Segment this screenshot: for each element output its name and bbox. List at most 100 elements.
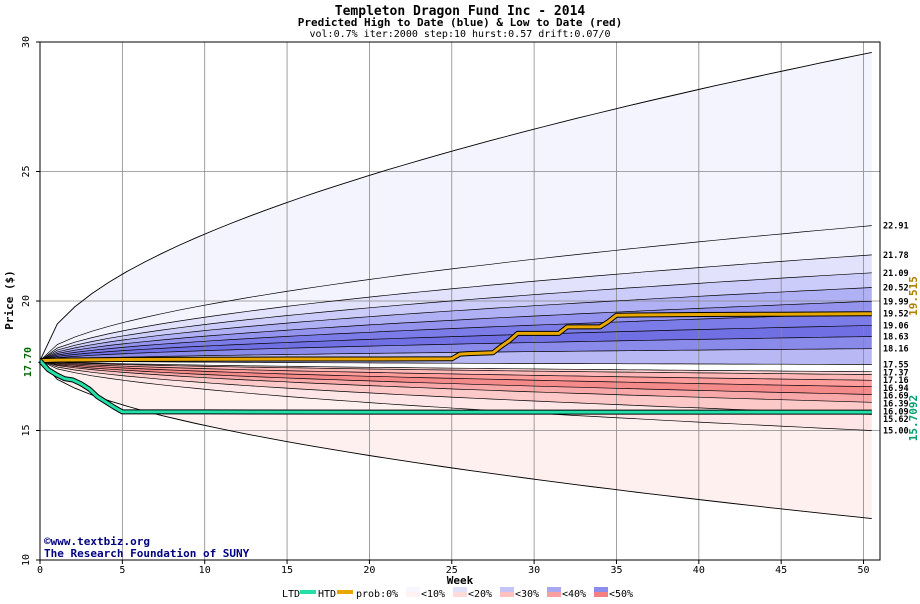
- high-band: [40, 272, 872, 361]
- legend-item-label: <10%: [421, 589, 445, 600]
- y-tick-label: 15: [21, 424, 32, 436]
- x-tick-label: 40: [693, 565, 705, 576]
- low-band: [40, 360, 872, 375]
- low-band: [40, 360, 872, 403]
- quantile-line: [39, 360, 872, 403]
- low-band: [40, 360, 872, 395]
- legend-swatch-high: [547, 587, 561, 592]
- ltd-end-label: 15.7092: [907, 395, 920, 441]
- quantile-line: [39, 313, 872, 361]
- right-quantile-label: 15.00: [883, 427, 909, 437]
- right-quantile-label: 17.37: [883, 368, 909, 378]
- right-quantile-label: 19.06: [883, 321, 909, 331]
- quantile-line: [39, 324, 872, 361]
- quantile-line: [39, 225, 872, 361]
- quantile-line: [39, 254, 872, 361]
- x-tick-label: 50: [858, 565, 870, 576]
- watermark-line1: ©www.textbiz.org: [44, 535, 150, 548]
- start-price-label: 17.70: [23, 347, 34, 377]
- y-tick-label: 30: [21, 36, 32, 48]
- quantile-line: [39, 300, 872, 361]
- x-tick-label: 35: [610, 565, 622, 576]
- quantile-line: [39, 360, 872, 375]
- chart-title: Templeton Dragon Fund Inc - 2014: [335, 4, 586, 19]
- right-quantile-label: 16.69: [883, 392, 909, 402]
- quantile-line: [39, 336, 872, 361]
- right-quantile-label: 17.16: [883, 376, 909, 386]
- quantile-line: [39, 287, 872, 361]
- right-quantile-label: 16.94: [883, 384, 909, 394]
- quantile-line: [39, 360, 872, 431]
- x-tick-label: 0: [37, 565, 43, 576]
- right-quantile-label: 19.99: [883, 297, 909, 307]
- high-envelope-band: [40, 52, 872, 361]
- center-band: [40, 360, 872, 372]
- legend-swatch-high: [453, 587, 467, 592]
- chart-subtitle: Predicted High to Date (blue) & Low to D…: [298, 16, 623, 29]
- quantile-line: [39, 348, 872, 361]
- legend-ltd-label: LTD: [282, 589, 300, 600]
- legend-swatch-high: [594, 587, 608, 592]
- high-band: [40, 254, 872, 361]
- right-quantile-label: 20.52: [883, 284, 909, 294]
- series-line-htd: [39, 312, 872, 363]
- y-tick-label: 10: [21, 554, 32, 566]
- right-quantile-label: 15.62: [883, 415, 909, 425]
- envelope-bottom-line: [39, 360, 872, 520]
- high-band: [40, 313, 872, 361]
- y-tick-label: 25: [21, 165, 32, 177]
- right-quantile-label: 18.16: [883, 345, 909, 355]
- quantile-line: [39, 360, 872, 415]
- watermark-line2: The Research Foundation of SUNY: [44, 547, 250, 560]
- quantile-line: [39, 360, 872, 381]
- legend-swatch-low: [406, 592, 420, 597]
- legend-htd-label: HTD: [318, 589, 336, 600]
- legend-swatch-low: [594, 592, 608, 597]
- quantile-line: [39, 272, 872, 361]
- low-band: [40, 360, 872, 387]
- legend-swatch-low: [547, 592, 561, 597]
- legend-swatch-high: [500, 587, 514, 592]
- legend-item-label: <50%: [609, 589, 633, 600]
- legend: LTD HTD prob:0% <10% <20% <30% <40% <50%: [282, 587, 633, 600]
- x-tick-label: 30: [528, 565, 540, 576]
- chart-params: vol:0.7% iter:2000 step:10 hurst:0.57 dr…: [309, 29, 610, 40]
- legend-swatch-low: [453, 592, 467, 597]
- right-quantile-label: 16.09: [883, 407, 909, 417]
- x-tick-label: 45: [775, 565, 787, 576]
- legend-item-label: <20%: [468, 589, 492, 600]
- legend-htd-swatch: [337, 590, 353, 594]
- high-band: [40, 287, 872, 361]
- legend-swatch-high: [406, 587, 420, 592]
- y-axis-label: Price ($): [3, 270, 16, 330]
- legend-prob-label: prob:0%: [356, 589, 398, 600]
- htd-end-label: 19.515: [907, 276, 920, 316]
- legend-item-label: <30%: [515, 589, 539, 600]
- x-tick-label: 20: [363, 565, 375, 576]
- y-tick-label: 20: [21, 295, 32, 307]
- right-quantile-label: 16.39: [883, 399, 909, 409]
- quantile-line: [39, 360, 872, 365]
- x-axis-label: Week: [447, 574, 474, 587]
- legend-ltd-swatch: [300, 590, 316, 594]
- right-quantile-label: 21.09: [883, 269, 909, 279]
- right-quantile-label: 18.63: [883, 332, 909, 342]
- high-band: [40, 325, 872, 361]
- quantile-line: [39, 360, 872, 395]
- quantile-line: [39, 360, 872, 373]
- x-tick-label: 25: [446, 565, 458, 576]
- quantile-line: [39, 360, 872, 388]
- right-quantile-label: 17.55: [883, 360, 909, 370]
- x-tick-label: 15: [281, 565, 293, 576]
- high-band: [40, 225, 872, 361]
- low-band: [40, 360, 872, 415]
- legend-swatch-low: [500, 592, 514, 597]
- right-quantile-label: 19.52: [883, 309, 909, 319]
- x-tick-label: 10: [199, 565, 211, 576]
- envelope-top-line: [39, 51, 872, 361]
- right-quantile-label: 22.91: [883, 222, 909, 232]
- series-line-ltd: [38, 359, 872, 414]
- right-quantile-label: 21.78: [883, 251, 909, 261]
